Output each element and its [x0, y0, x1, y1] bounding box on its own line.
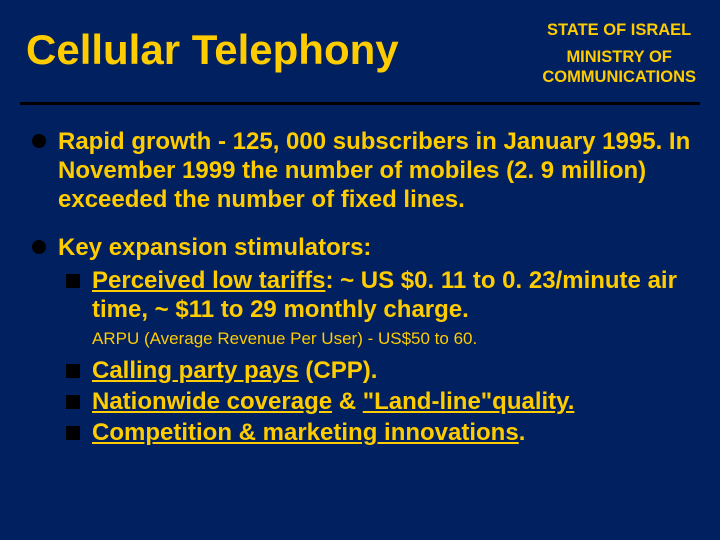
sub3-u1: Nationwide coverage: [92, 388, 332, 415]
sub3-mid: &: [332, 388, 363, 415]
header-row: Cellular Telephony STATE OF ISRAEL MINIS…: [26, 18, 694, 88]
title-divider: [20, 102, 700, 105]
slide: Cellular Telephony STATE OF ISRAEL MINIS…: [0, 0, 720, 540]
bullet-2-intro: Key expansion stimulators:: [58, 234, 371, 261]
sub-bullet-list: Perceived low tariffs: ~ US $0. 11 to 0.…: [58, 266, 694, 448]
bullet-1: Rapid growth - 125, 000 subscribers in J…: [32, 127, 694, 215]
sub-bullet-4: Competition & marketing innovations.: [62, 418, 694, 447]
sub1-underline: Perceived low tariffs: [92, 267, 325, 294]
sub-bullet-1: Perceived low tariffs: ~ US $0. 11 to 0.…: [62, 266, 694, 350]
sub4-underline: Competition & marketing innovations: [92, 419, 519, 446]
sub1-note: ARPU (Average Revenue Per User) - US$50 …: [92, 328, 694, 349]
sub2-underline: Calling party pays: [92, 357, 299, 384]
sub-bullet-2: Calling party pays (CPP).: [62, 356, 694, 385]
org-line-3: COMMUNICATIONS: [542, 67, 696, 88]
sub2-rest: (CPP).: [299, 357, 378, 384]
org-block: STATE OF ISRAEL MINISTRY OF COMMUNICATIO…: [542, 18, 696, 88]
org-line-1: STATE OF ISRAEL: [542, 20, 696, 41]
bullet-2: Key expansion stimulators: Perceived low…: [32, 233, 694, 448]
bullet-list: Rapid growth - 125, 000 subscribers in J…: [26, 127, 694, 448]
org-line-2: MINISTRY OF: [542, 47, 696, 68]
sub-bullet-3: Nationwide coverage & "Land-line"quality…: [62, 387, 694, 416]
slide-title: Cellular Telephony: [26, 18, 399, 72]
bullet-1-text: Rapid growth - 125, 000 subscribers in J…: [58, 128, 690, 214]
sub4-rest: .: [519, 419, 526, 446]
sub3-u2: "Land-line"quality.: [363, 388, 575, 415]
